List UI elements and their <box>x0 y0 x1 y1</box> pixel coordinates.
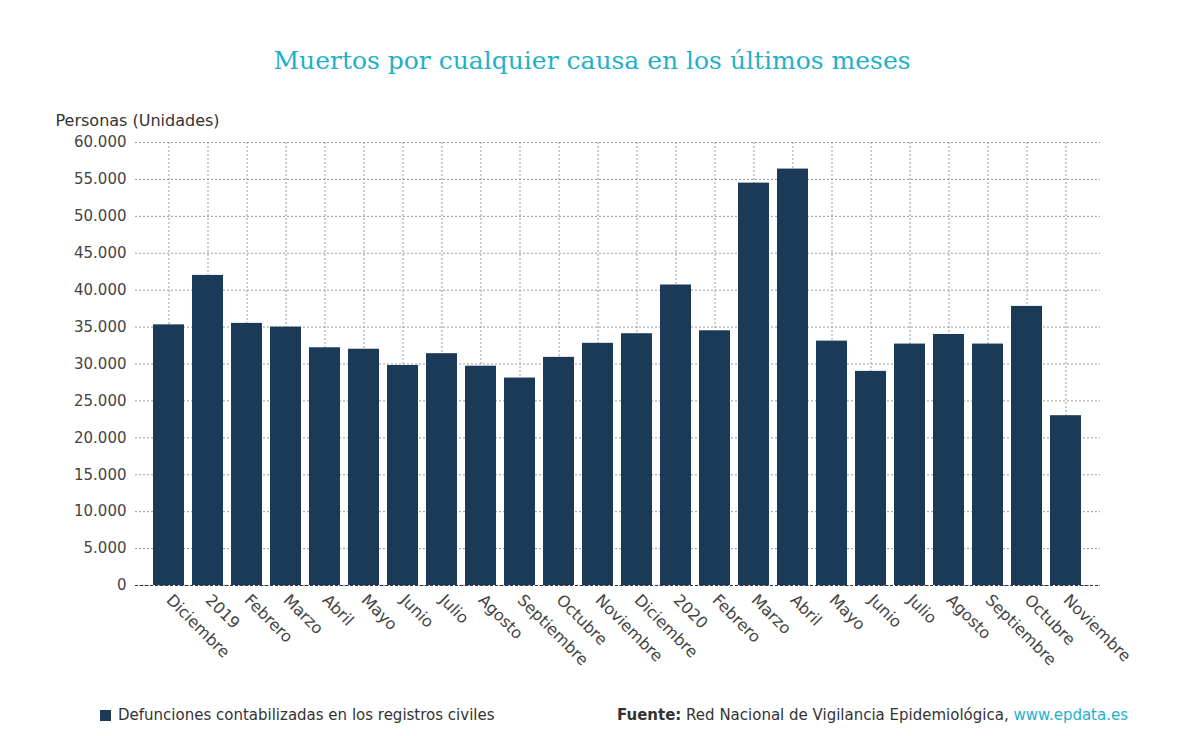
svg-text:Abril: Abril <box>319 590 358 629</box>
svg-text:Agosto: Agosto <box>474 590 528 643</box>
svg-text:55.000: 55.000 <box>74 170 127 188</box>
svg-text:30.000: 30.000 <box>74 355 127 373</box>
html-text:Defunciones contabilizadas en: Defunciones contabilizadas en los regist… <box>118 706 495 724</box>
svg-text:Diciembre: Diciembre <box>162 590 234 662</box>
svg-text:50.000: 50.000 <box>74 207 127 225</box>
svg-text:Agosto: Agosto <box>942 590 996 643</box>
html-text:Muertos por cualquier causa en: Muertos por cualquier causa en los últim… <box>273 46 911 75</box>
svg-text:Febrero: Febrero <box>240 590 297 647</box>
svg-text:Abril: Abril <box>787 590 826 629</box>
svg-text:Julio: Julio <box>903 590 941 628</box>
svg-text:Marzo: Marzo <box>280 590 328 638</box>
svg-text:Noviembre: Noviembre <box>1060 590 1135 665</box>
svg-text:Diciembre: Diciembre <box>630 590 702 662</box>
svg-text:Febrero: Febrero <box>708 590 765 647</box>
svg-text:Septiembre: Septiembre <box>513 590 593 670</box>
svg-text:Mayo: Mayo <box>358 590 402 634</box>
svg-text:Marzo: Marzo <box>748 590 796 638</box>
svg-text:10.000: 10.000 <box>74 502 127 520</box>
svg-text:Mayo: Mayo <box>826 590 870 634</box>
svg-text:40.000: 40.000 <box>74 281 127 299</box>
svg-text:2019: 2019 <box>202 590 244 632</box>
svg-text:5.000: 5.000 <box>84 539 127 557</box>
svg-text:2020: 2020 <box>670 590 712 632</box>
svg-text:Noviembre: Noviembre <box>591 590 667 666</box>
svg-text:45.000: 45.000 <box>74 244 127 262</box>
svg-text:Julio: Julio <box>435 590 473 628</box>
svg-text:15.000: 15.000 <box>74 466 127 484</box>
svg-text:Septiembre: Septiembre <box>981 590 1061 670</box>
svg-text:60.000: 60.000 <box>74 133 127 151</box>
svg-text:Octubre: Octubre <box>552 590 612 650</box>
svg-text:Junio: Junio <box>396 590 438 632</box>
svg-text:Octubre: Octubre <box>1020 590 1080 650</box>
html-text:Fuente: Red Nacional de Vigila: Fuente: Red Nacional de Vigilancia Epide… <box>617 706 1128 724</box>
svg-text:Junio: Junio <box>864 590 906 632</box>
svg-text:0: 0 <box>117 576 127 594</box>
svg-text:25.000: 25.000 <box>74 392 127 410</box>
svg-text:35.000: 35.000 <box>74 318 127 336</box>
svg-text:20.000: 20.000 <box>74 429 127 447</box>
svg-text:Personas (Unidades): Personas (Unidades) <box>56 111 220 130</box>
